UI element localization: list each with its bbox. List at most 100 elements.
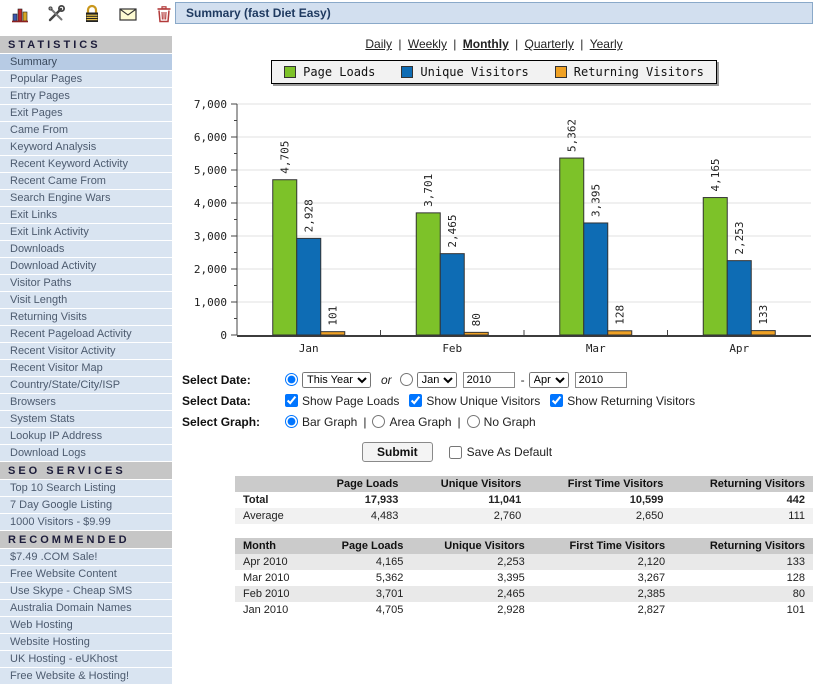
legend-item-page-loads: Page Loads <box>284 65 375 79</box>
page-title: Summary (fast Diet Easy) <box>175 2 813 24</box>
column-header: First Time Visitors <box>529 476 671 492</box>
sidebar-item-website-hosting[interactable]: Website Hosting <box>0 634 172 651</box>
show-unique-visitors-label: Show Unique Visitors <box>426 394 540 408</box>
sidebar-item-recent-visitor-map[interactable]: Recent Visitor Map <box>0 360 172 377</box>
sidebar-item-free-website-content[interactable]: Free Website Content <box>0 566 172 583</box>
legend-swatch-unique-visitors <box>401 66 413 78</box>
table-cell: 3,267 <box>533 570 673 586</box>
period-link-monthly[interactable]: Monthly <box>463 37 509 51</box>
svg-text:Feb: Feb <box>442 342 462 355</box>
sidebar-item-country-state-city-isp[interactable]: Country/State/City/ISP <box>0 377 172 394</box>
select-data-label: Select Data: <box>182 394 285 408</box>
table-row: Apr 20104,1652,2532,120133 <box>235 554 813 570</box>
sidebar-item-recent-pageload-activity[interactable]: Recent Pageload Activity <box>0 326 172 343</box>
table-row: Jan 20104,7052,9282,827101 <box>235 602 813 618</box>
sidebar-item-came-from[interactable]: Came From <box>0 122 172 139</box>
sidebar-item-download-logs[interactable]: Download Logs <box>0 445 172 462</box>
bar-chart-icon[interactable] <box>10 4 30 24</box>
table-header-row: MonthPage LoadsUnique VisitorsFirst Time… <box>235 538 813 554</box>
this-year-select[interactable]: This Year <box>302 372 371 388</box>
period-link-daily[interactable]: Daily <box>365 37 392 51</box>
no-graph-label: No Graph <box>484 415 536 429</box>
sidebar-item-browsers[interactable]: Browsers <box>0 394 172 411</box>
svg-text:2,253: 2,253 <box>733 222 746 255</box>
bar-graph-radio[interactable] <box>285 415 298 428</box>
sidebar-item-free-website-hosting[interactable]: Free Website & Hosting! <box>0 668 172 685</box>
legend-label: Page Loads <box>303 65 375 79</box>
bar-graph-option: Bar Graph <box>285 415 357 429</box>
date-range-radio[interactable] <box>400 373 413 386</box>
sidebar-item-1000-visitors-9-99[interactable]: 1000 Visitors - $9.99 <box>0 514 172 531</box>
trash-icon[interactable] <box>154 4 174 24</box>
bar-chart: 01,0002,0003,0004,0005,0006,0007,0004,70… <box>175 88 813 360</box>
period-link-quarterly[interactable]: Quarterly <box>525 37 574 51</box>
chart-legend: Page LoadsUnique VisitorsReturning Visit… <box>271 60 717 84</box>
svg-text:6,000: 6,000 <box>194 131 227 144</box>
sidebar-item-7-49-com-sale[interactable]: $7.49 .COM Sale! <box>0 549 172 566</box>
from-month-select[interactable]: Jan <box>417 372 457 388</box>
period-link-yearly[interactable]: Yearly <box>590 37 623 51</box>
sidebar-item-visitor-paths[interactable]: Visitor Paths <box>0 275 172 292</box>
svg-text:133: 133 <box>757 305 770 325</box>
column-header: Unique Visitors <box>411 538 532 554</box>
table-cell: Average <box>235 508 307 524</box>
table-cell: 442 <box>671 492 813 508</box>
table-row: Total17,93311,04110,599442 <box>235 492 813 508</box>
sidebar-item-recent-keyword-activity[interactable]: Recent Keyword Activity <box>0 156 172 173</box>
sidebar-item-use-skype-cheap-sms[interactable]: Use Skype - Cheap SMS <box>0 583 172 600</box>
to-year-input[interactable] <box>575 372 627 388</box>
show-page-loads-checkbox[interactable] <box>285 394 298 407</box>
sidebar-item-returning-visits[interactable]: Returning Visits <box>0 309 172 326</box>
sidebar-item-search-engine-wars[interactable]: Search Engine Wars <box>0 190 172 207</box>
column-header: Returning Visitors <box>673 538 813 554</box>
sidebar-item-australia-domain-names[interactable]: Australia Domain Names <box>0 600 172 617</box>
svg-text:2,928: 2,928 <box>303 199 316 232</box>
svg-text:2,465: 2,465 <box>446 215 459 248</box>
submit-button[interactable]: Submit <box>362 442 433 462</box>
sidebar-item-popular-pages[interactable]: Popular Pages <box>0 71 172 88</box>
sidebar-item-top-10-search-listing[interactable]: Top 10 Search Listing <box>0 480 172 497</box>
select-data-row: Select Data: Show Page Loads Show Unique… <box>182 391 813 410</box>
sidebar-item-7-day-google-listing[interactable]: 7 Day Google Listing <box>0 497 172 514</box>
show-page-loads-option: Show Page Loads <box>285 394 399 408</box>
sidebar-item-exit-links[interactable]: Exit Links <box>0 207 172 224</box>
sidebar-item-keyword-analysis[interactable]: Keyword Analysis <box>0 139 172 156</box>
table-cell: 2,253 <box>411 554 532 570</box>
period-link-weekly[interactable]: Weekly <box>408 37 447 51</box>
save-as-default-label: Save As Default <box>467 445 552 459</box>
sidebar-item-uk-hosting-eukhost[interactable]: UK Hosting - eUKhost <box>0 651 172 668</box>
email-icon[interactable] <box>118 4 138 24</box>
to-month-select[interactable]: Apr <box>529 372 569 388</box>
sidebar-item-download-activity[interactable]: Download Activity <box>0 258 172 275</box>
svg-text:5,000: 5,000 <box>194 164 227 177</box>
sidebar-item-exit-pages[interactable]: Exit Pages <box>0 105 172 122</box>
show-returning-visitors-checkbox[interactable] <box>550 394 563 407</box>
sidebar-item-system-stats[interactable]: System Stats <box>0 411 172 428</box>
save-as-default-checkbox[interactable] <box>449 446 462 459</box>
table-cell: 2,827 <box>533 602 673 618</box>
no-graph-radio[interactable] <box>467 415 480 428</box>
sidebar-item-downloads[interactable]: Downloads <box>0 241 172 258</box>
separator: | <box>458 415 461 429</box>
sidebar-item-recent-came-from[interactable]: Recent Came From <box>0 173 172 190</box>
sidebar-item-summary[interactable]: Summary <box>0 54 172 71</box>
legend-item-returning-visitors: Returning Visitors <box>555 65 704 79</box>
sidebar-item-entry-pages[interactable]: Entry Pages <box>0 88 172 105</box>
sidebar-item-recent-visitor-activity[interactable]: Recent Visitor Activity <box>0 343 172 360</box>
sidebar-item-exit-link-activity[interactable]: Exit Link Activity <box>0 224 172 241</box>
show-unique-visitors-checkbox[interactable] <box>409 394 422 407</box>
column-header: Month <box>235 538 314 554</box>
from-year-input[interactable] <box>463 372 515 388</box>
svg-text:7,000: 7,000 <box>194 98 227 111</box>
sidebar-item-lookup-ip-address[interactable]: Lookup IP Address <box>0 428 172 445</box>
monthly-table: MonthPage LoadsUnique VisitorsFirst Time… <box>235 538 813 618</box>
area-graph-radio[interactable] <box>372 415 385 428</box>
select-date-row: Select Date: This Year or Jan - Apr <box>182 370 813 389</box>
sidebar-item-web-hosting[interactable]: Web Hosting <box>0 617 172 634</box>
this-year-radio[interactable] <box>285 373 298 386</box>
svg-text:128: 128 <box>614 305 627 325</box>
sidebar-item-visit-length[interactable]: Visit Length <box>0 292 172 309</box>
tools-icon[interactable] <box>46 4 66 24</box>
table-cell: 2,650 <box>529 508 671 524</box>
lock-icon[interactable] <box>82 4 102 24</box>
